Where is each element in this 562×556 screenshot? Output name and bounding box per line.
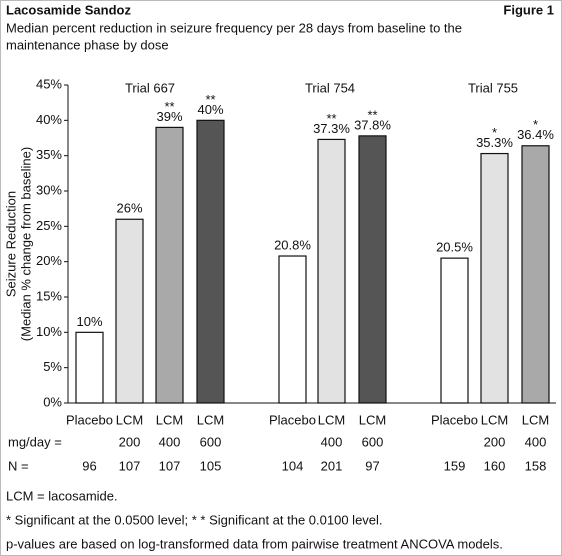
x-tick-label: LCM	[197, 412, 224, 427]
footnote: * Significant at the 0.0500 level; * * S…	[6, 512, 383, 527]
n-value: 97	[365, 458, 379, 473]
chart-title: Lacosamide Sandoz	[6, 2, 131, 17]
bar	[358, 135, 387, 404]
significance: *	[533, 117, 538, 132]
significance: *	[492, 125, 497, 140]
significance: **	[326, 111, 336, 126]
dose: 400	[159, 434, 181, 449]
figure-label: Figure 1	[503, 2, 554, 17]
y-tick-label: 35%	[36, 147, 62, 162]
y-label: Seizure Reduction	[3, 191, 18, 297]
significance: **	[205, 92, 215, 107]
dose-row-label: mg/day =	[8, 434, 62, 449]
x-tick-label: LCM	[481, 412, 508, 427]
y-tick-label: 30%	[36, 182, 62, 197]
bar	[278, 255, 307, 404]
footnote: p-values are based on log-transformed da…	[6, 536, 503, 551]
y-tick-label: 0%	[43, 394, 62, 409]
y-tick-label: 10%	[36, 324, 62, 339]
y-tick-label: 40%	[36, 112, 62, 127]
bar	[75, 331, 104, 404]
bar	[115, 218, 144, 404]
y-tick-label: 45%	[36, 76, 62, 91]
bar	[440, 257, 469, 404]
group-title: Trial 667	[125, 80, 175, 95]
y-tick-label: 5%	[43, 359, 62, 374]
significance: **	[367, 107, 377, 122]
x-tick-label: LCM	[359, 412, 386, 427]
y-tick-label: 20%	[36, 253, 62, 268]
dose: 200	[484, 434, 506, 449]
group-title: Trial 754	[305, 80, 355, 95]
n-value: 201	[321, 458, 343, 473]
y-axis-title: Seizure Reduction (Median % change from …	[3, 147, 33, 341]
n-value: 104	[282, 458, 304, 473]
n-value: 107	[119, 458, 141, 473]
value-label: 26%	[116, 201, 142, 216]
x-tick-label: Placebo	[66, 412, 113, 427]
n-row-label: N =	[8, 458, 29, 473]
n-value: 159	[444, 458, 466, 473]
value-label: 20.8%	[274, 237, 311, 252]
dose: 400	[525, 434, 547, 449]
y-tick-label: 25%	[36, 218, 62, 233]
y-label: (Median % change from baseline)	[18, 147, 33, 341]
value-label: 39%	[156, 109, 182, 124]
bar	[317, 138, 346, 404]
x-tick-label: Placebo	[431, 412, 478, 427]
value-label: 40%	[197, 102, 223, 117]
x-tick-label: LCM	[522, 412, 549, 427]
value-label: 10%	[76, 314, 102, 329]
y-tick-label: 15%	[36, 288, 62, 303]
value-label: 37.3%	[313, 121, 350, 136]
n-value: 105	[200, 458, 222, 473]
n-value: 160	[484, 458, 506, 473]
subtitle: maintenance phase by dose	[6, 37, 169, 52]
n-value: 107	[159, 458, 181, 473]
bar	[521, 145, 550, 404]
significance: **	[164, 99, 174, 114]
x-tick-label: LCM	[156, 412, 183, 427]
group-title: Trial 755	[468, 80, 518, 95]
dose: 600	[362, 434, 384, 449]
x-tick-label: LCM	[116, 412, 143, 427]
value-label: 37.8%	[354, 117, 391, 132]
dose: 400	[321, 434, 343, 449]
value-label: 20.5%	[436, 240, 473, 255]
dose: 200	[119, 434, 141, 449]
value-label: 36.4%	[517, 127, 554, 142]
bar	[196, 119, 225, 404]
footnote: LCM = lacosamide.	[6, 488, 118, 503]
dose: 600	[200, 434, 222, 449]
x-tick-label: Placebo	[269, 412, 316, 427]
n-value: 96	[82, 458, 96, 473]
n-value: 158	[525, 458, 547, 473]
bar	[155, 126, 184, 404]
bar	[480, 152, 509, 404]
x-tick-label: LCM	[318, 412, 345, 427]
subtitle: Median percent reduction in seizure freq…	[6, 20, 462, 35]
value-label: 35.3%	[476, 135, 513, 150]
